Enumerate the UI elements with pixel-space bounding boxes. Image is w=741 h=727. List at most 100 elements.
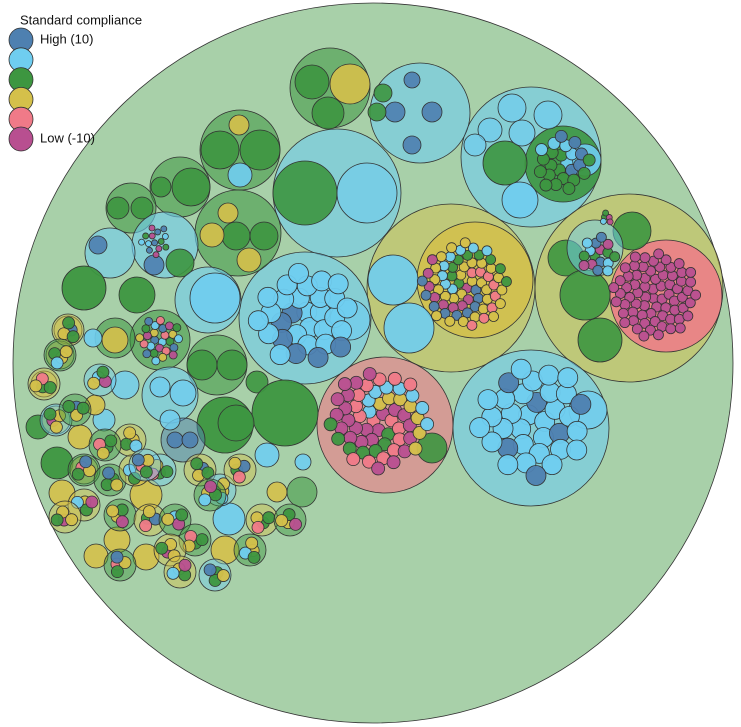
- bubble: [102, 466, 116, 480]
- bubble: [554, 129, 568, 143]
- bubble: [115, 515, 129, 529]
- bubble: [403, 377, 418, 392]
- bubble: [178, 558, 192, 572]
- bubble: [469, 417, 491, 438]
- bubble: [525, 465, 547, 486]
- bubble: [148, 224, 156, 232]
- bubble: [592, 264, 604, 276]
- bubble: [76, 401, 90, 415]
- bubble: [539, 178, 553, 192]
- bubble: [200, 130, 240, 170]
- bubble: [383, 302, 435, 354]
- bubble: [275, 514, 289, 528]
- bubble: [245, 370, 269, 394]
- bubble: [158, 352, 168, 362]
- bubble: [577, 167, 591, 180]
- bubble: [110, 550, 124, 564]
- bubble: [162, 243, 170, 251]
- bubble: [578, 250, 590, 262]
- bubble: [43, 381, 57, 394]
- bubble: [538, 364, 560, 386]
- bubble: [690, 289, 702, 301]
- bubble: [562, 182, 576, 195]
- bubble: [629, 251, 641, 263]
- bubble: [59, 345, 73, 359]
- bubble: [638, 330, 650, 342]
- bubble: [673, 258, 685, 269]
- bubble: [444, 251, 456, 263]
- bubble: [614, 275, 626, 287]
- bubble: [71, 467, 85, 481]
- bubble: [330, 336, 352, 358]
- bubble: [142, 505, 156, 519]
- bubble: [294, 453, 312, 471]
- bubble: [247, 310, 269, 332]
- bubble: [161, 512, 175, 526]
- bubble: [272, 160, 338, 226]
- bubble: [88, 235, 108, 255]
- bubble: [362, 454, 376, 469]
- bubble: [446, 242, 457, 254]
- bubble: [139, 465, 153, 479]
- bubble: [169, 379, 197, 407]
- bubble: [142, 232, 150, 240]
- bubble: [684, 297, 696, 309]
- bubble: [444, 315, 456, 327]
- bubble: [685, 276, 697, 288]
- bubble: [420, 417, 435, 432]
- bubble: [142, 349, 152, 359]
- bubble: [619, 317, 631, 329]
- bubble: [488, 311, 499, 322]
- bubble: [435, 251, 447, 263]
- legend-label: Low (-10): [40, 130, 95, 145]
- bubble: [135, 333, 145, 343]
- bubble: [609, 251, 621, 263]
- bubble: [577, 317, 623, 363]
- legend-label: High (10): [40, 31, 93, 46]
- bubble: [110, 565, 124, 579]
- bubble: [239, 129, 281, 171]
- bubble: [203, 563, 217, 577]
- bubble: [559, 269, 611, 321]
- bubble: [143, 254, 165, 276]
- bubble: [161, 233, 169, 240]
- bubble: [402, 135, 422, 155]
- bubble: [606, 218, 614, 226]
- bubble: [181, 431, 199, 449]
- bubble: [217, 404, 255, 442]
- bubble: [386, 455, 401, 470]
- bubble: [494, 298, 506, 310]
- bubble: [533, 100, 563, 130]
- bubble: [160, 465, 174, 479]
- bubble: [408, 441, 423, 456]
- legend-swatch: [8, 126, 34, 152]
- bubble: [216, 569, 230, 582]
- bubble: [148, 232, 156, 240]
- bubble: [210, 535, 240, 565]
- bubble: [570, 393, 592, 415]
- bubble: [221, 221, 251, 251]
- bubble: [467, 242, 479, 254]
- bubble: [481, 431, 503, 453]
- bubble: [420, 289, 432, 301]
- bubble: [247, 550, 261, 564]
- bubble: [566, 420, 588, 442]
- bubble: [106, 504, 119, 518]
- bubble: [139, 519, 153, 533]
- bubble: [428, 301, 440, 312]
- bubble: [198, 493, 212, 507]
- bubble: [599, 217, 607, 225]
- bubble: [578, 260, 590, 271]
- bubble: [174, 334, 183, 344]
- bubble: [145, 240, 152, 248]
- bubble: [50, 356, 64, 370]
- bubble: [415, 401, 430, 415]
- bubble: [566, 439, 588, 461]
- bubble: [431, 310, 442, 322]
- bubble: [269, 344, 291, 366]
- bubble: [228, 456, 242, 470]
- bubble: [171, 167, 211, 207]
- bubble: [349, 375, 364, 390]
- bubble: [387, 371, 402, 386]
